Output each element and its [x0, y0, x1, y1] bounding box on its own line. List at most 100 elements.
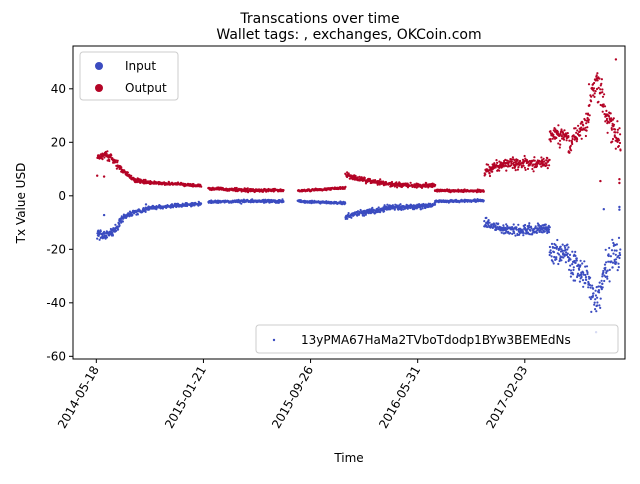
point-output: [572, 134, 575, 137]
point-input: [586, 271, 589, 274]
point-input: [524, 223, 527, 227]
y-tick-label: -60: [46, 349, 66, 363]
point-output: [616, 120, 619, 123]
point-input: [593, 303, 596, 306]
point-input: [575, 259, 578, 262]
point-input: [617, 266, 620, 269]
point-input: [612, 252, 615, 255]
point-input: [507, 230, 510, 233]
point-output: [102, 175, 106, 178]
point-output: [409, 181, 412, 184]
plot-frame: [72, 45, 626, 360]
point-input: [587, 286, 590, 289]
point-output: [580, 126, 583, 129]
point-output: [344, 185, 347, 188]
point-input: [359, 208, 362, 212]
point-output: [532, 170, 535, 173]
point-output: [614, 147, 617, 150]
data-points: [96, 58, 622, 334]
point-output: [130, 174, 133, 177]
point-output: [568, 139, 571, 142]
point-output: [517, 166, 520, 169]
point-output: [619, 149, 622, 152]
point-input: [549, 249, 552, 252]
point-input: [618, 205, 621, 209]
point-output: [114, 161, 117, 164]
y-tick-label: -40: [46, 296, 66, 310]
x-axis-label: Time: [333, 451, 363, 465]
point-input: [521, 230, 524, 233]
point-input: [517, 223, 520, 226]
point-input: [482, 199, 485, 202]
point-input: [555, 245, 559, 248]
point-output: [514, 164, 517, 168]
point-output: [548, 164, 551, 167]
point-input: [377, 206, 380, 209]
point-output: [577, 124, 580, 127]
point-input: [240, 202, 243, 205]
point-input: [530, 227, 533, 230]
point-output: [616, 140, 619, 143]
point-input: [560, 248, 563, 251]
point-output: [593, 92, 596, 95]
point-output: [567, 135, 570, 138]
point-input: [490, 225, 493, 228]
point-input: [611, 238, 614, 241]
point-input: [594, 289, 597, 292]
point-output: [384, 180, 387, 184]
point-input: [604, 248, 607, 251]
point-input: [583, 260, 586, 263]
point-input: [509, 232, 512, 235]
point-input: [487, 224, 490, 227]
point-output: [549, 138, 552, 141]
point-output: [566, 132, 569, 135]
point-output: [597, 100, 600, 103]
point-input: [383, 210, 386, 213]
point-output: [537, 161, 540, 165]
point-output: [364, 182, 368, 185]
point-output: [96, 174, 99, 177]
point-input: [574, 261, 577, 264]
point-output: [488, 172, 491, 175]
point-output: [585, 122, 588, 125]
point-input: [619, 248, 622, 251]
point-input: [568, 253, 572, 256]
point-output: [597, 86, 600, 89]
point-output: [584, 134, 588, 138]
point-output: [510, 158, 513, 161]
point-output: [542, 157, 545, 160]
point-input: [371, 206, 374, 209]
point-output: [498, 166, 501, 169]
point-input: [558, 259, 561, 263]
point-input: [589, 286, 592, 289]
point-output: [616, 128, 620, 131]
point-input: [513, 232, 516, 235]
point-output: [583, 128, 586, 131]
point-output: [200, 185, 203, 188]
point-input: [350, 216, 353, 219]
point-output: [601, 91, 604, 94]
point-input: [582, 273, 585, 276]
point-input: [98, 231, 101, 235]
point-input: [522, 234, 525, 237]
point-output: [543, 160, 546, 163]
point-input: [612, 241, 615, 245]
point-input: [562, 256, 565, 259]
point-output: [596, 79, 599, 82]
point-input: [600, 279, 603, 282]
point-output: [549, 130, 552, 133]
point-input: [556, 238, 559, 242]
point-output: [587, 118, 590, 121]
point-input: [608, 246, 611, 250]
point-input: [571, 263, 574, 266]
point-input: [582, 285, 585, 288]
point-output: [487, 163, 490, 166]
point-input: [576, 272, 580, 275]
point-output: [618, 178, 621, 181]
point-output: [379, 178, 382, 181]
point-input: [522, 231, 525, 234]
point-output: [618, 127, 621, 130]
point-output: [587, 121, 590, 124]
point-input: [538, 230, 541, 233]
